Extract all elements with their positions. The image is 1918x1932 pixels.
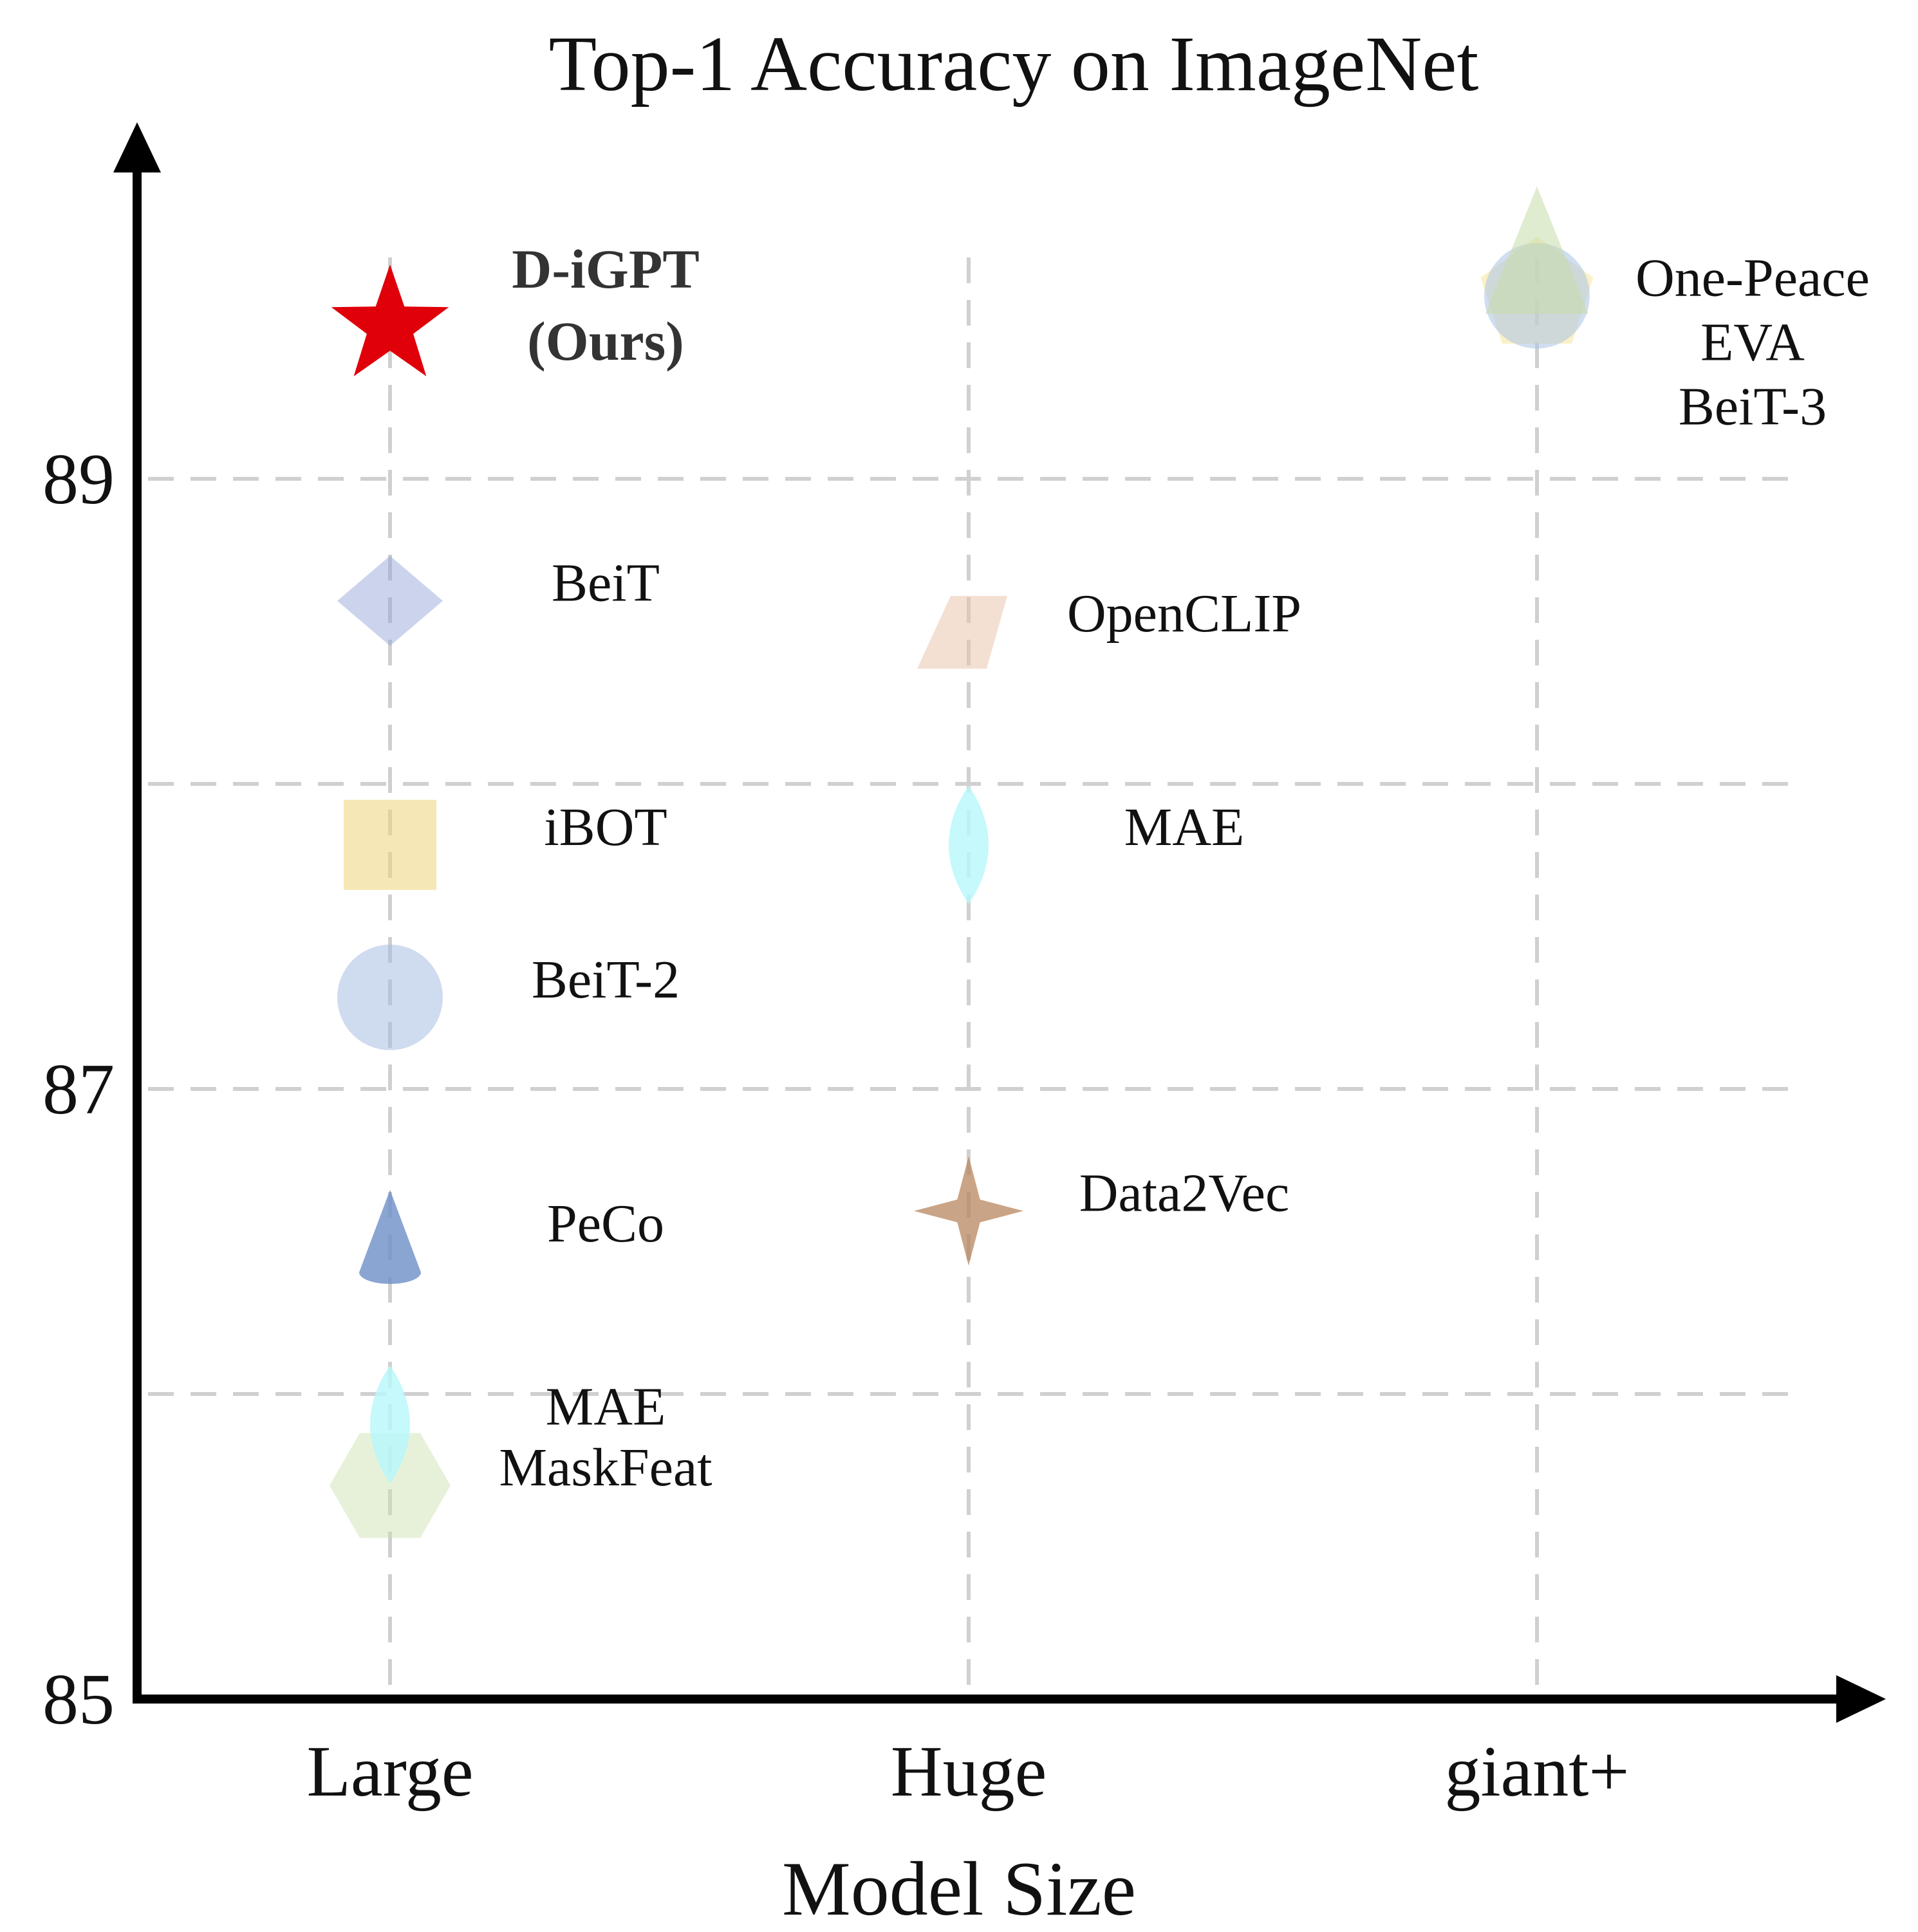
axis-layer — [113, 122, 1886, 1723]
x-axis-arrowhead — [1836, 1675, 1886, 1723]
point-label-data2vec: Data2Vec — [1079, 1164, 1289, 1223]
point-label-mae: MAE — [1124, 797, 1245, 857]
x-axis-label: Model Size — [782, 1846, 1136, 1931]
point-label-openclip: OpenCLIP — [1067, 584, 1301, 644]
point-label-eva: EVA — [1700, 313, 1805, 373]
tick-layer: 85 87 89 Large Huge giant+ — [42, 440, 1630, 1812]
marker-openclip — [917, 596, 1007, 669]
marker-ibot — [344, 799, 436, 890]
y-axis-arrowhead — [113, 122, 161, 172]
point-label-mae: MAE — [546, 1377, 666, 1436]
y-tick-label: 87 — [42, 1050, 115, 1129]
label-layer: D-iGPT (Ours)BeiTiBOTBeiT-2PeCoMAEMaskFea… — [499, 238, 1870, 1498]
point-label-beit-2: BeiT-2 — [532, 950, 680, 1010]
point-label-d-igpt-ours: D-iGPT (Ours) — [512, 238, 699, 372]
x-tick-label: giant+ — [1444, 1732, 1629, 1812]
point-label-peco: PeCo — [547, 1194, 664, 1254]
point-label-beit: BeiT — [552, 553, 660, 613]
marker-eva — [1485, 186, 1588, 314]
point-label-one-peace: One-Peace — [1635, 248, 1870, 308]
y-tick-label: 85 — [42, 1660, 115, 1740]
point-label-beit-3: BeiT-3 — [1679, 377, 1827, 437]
x-tick-label: Huge — [891, 1732, 1047, 1812]
marker-mae — [949, 785, 989, 904]
marker-mae — [370, 1365, 410, 1484]
marker-beit-2 — [337, 944, 443, 1050]
marker-maskfeat — [330, 1433, 451, 1538]
marker-d-igpt-ours — [331, 265, 449, 376]
marker-beit — [337, 555, 443, 646]
x-tick-label: Large — [306, 1732, 473, 1812]
marker-peco — [359, 1190, 421, 1284]
point-label-maskfeat: MaskFeat — [499, 1438, 712, 1498]
y-tick-label: 89 — [42, 440, 115, 519]
marker-layer — [330, 186, 1594, 1538]
point-label-ibot: iBOT — [544, 797, 667, 857]
chart-title: Top-1 Accuracy on ImageNet — [549, 21, 1479, 107]
marker-data2vec — [914, 1156, 1023, 1266]
